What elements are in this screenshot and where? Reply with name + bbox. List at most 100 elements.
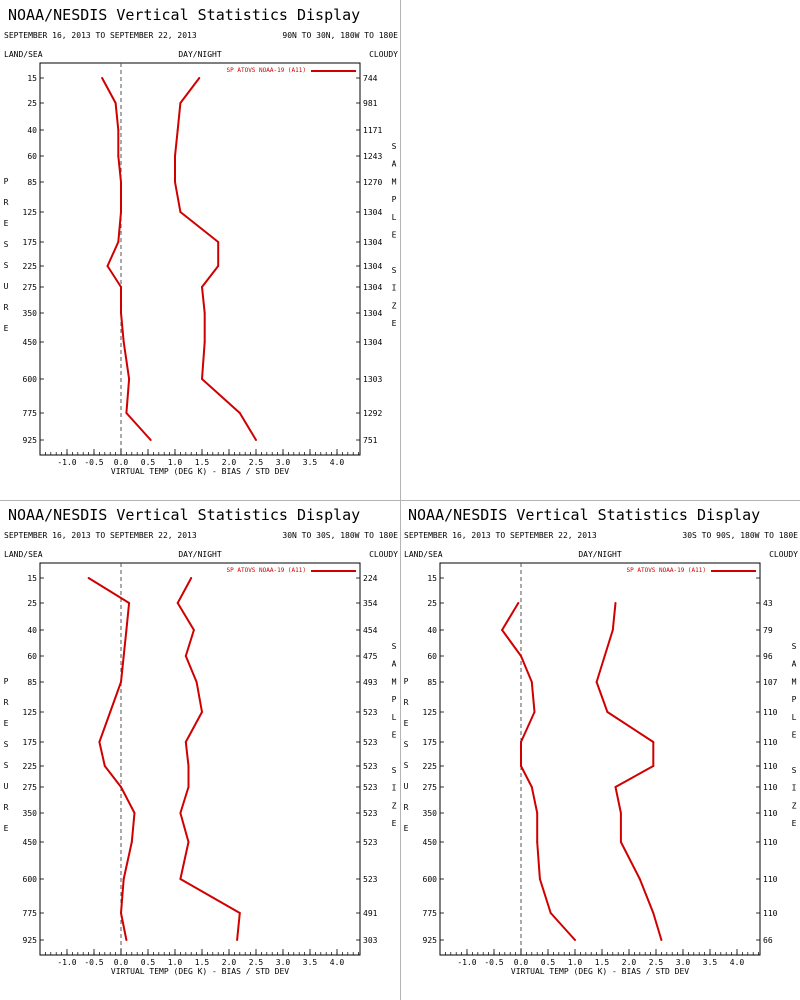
sample-size-label: 523 [363, 738, 378, 747]
data-point-bias [120, 681, 122, 683]
data-point-std_dev [238, 412, 241, 414]
y2-axis-label-letter: Z [792, 801, 797, 810]
y-axis-label-letter: R [4, 698, 9, 707]
data-point-bias [125, 629, 128, 631]
pressure-level-label: 225 [23, 262, 38, 271]
x-tick-label: 1.0 [168, 458, 183, 467]
y-axis-label-letter: U [4, 282, 9, 291]
x-tick-label: 3.5 [703, 958, 718, 967]
pressure-level-label: 40 [427, 626, 437, 635]
y-axis-label-letter: S [4, 740, 9, 749]
plot-frame [439, 562, 761, 956]
x-tick-label: 3.0 [676, 958, 691, 967]
y2-axis-label-letter: E [392, 319, 397, 328]
y2-axis-label-letter: A [392, 160, 397, 169]
x-tick-label: 4.0 [330, 458, 345, 467]
sample-size-label: 523 [363, 838, 378, 847]
pressure-level-label: 450 [23, 338, 38, 347]
cloudy-label: CLOUDY [769, 550, 798, 559]
y-axis-label-letter: R [4, 803, 9, 812]
data-point-std_dev [184, 655, 187, 657]
plot-frame [39, 562, 361, 956]
pressure-level-label: 85 [27, 678, 37, 687]
data-point-std_dev [201, 711, 203, 713]
data-point-std_dev [619, 841, 622, 843]
data-point-std_dev [606, 711, 609, 713]
y-axis-label-letter: U [404, 782, 409, 791]
sample-size-label: 43 [763, 599, 773, 608]
y-axis-label-letter: E [4, 324, 9, 333]
x-tick-label: 0.5 [141, 958, 156, 967]
y-axis-label-letter: S [404, 761, 409, 770]
y2-axis-label-letter: P [392, 695, 397, 704]
sample-size-label: 110 [763, 809, 778, 818]
pressure-level-label: 450 [423, 838, 438, 847]
sample-size-label: 523 [363, 875, 378, 884]
data-point-bias [125, 939, 128, 941]
x-tick-label: 1.0 [568, 958, 583, 967]
y2-axis-label-letter: S [392, 642, 397, 651]
data-point-bias [114, 102, 117, 104]
y-axis-label-letter: E [4, 219, 9, 228]
pressure-level-label: 775 [423, 909, 438, 918]
data-point-bias [130, 841, 133, 843]
legend-label: SP ATOVS NOAA-19 (A11) [227, 67, 306, 74]
sample-size-label: 303 [363, 936, 378, 945]
data-point-std_dev [179, 878, 182, 880]
x-tick-label: 1.5 [195, 958, 210, 967]
data-point-bias [103, 765, 106, 767]
data-point-bias [133, 812, 136, 814]
date-range: SEPTEMBER 16, 2013 TO SEPTEMBER 22, 2013 [4, 531, 197, 540]
data-point-std_dev [255, 439, 257, 441]
sample-size-label: 1304 [363, 283, 382, 292]
data-point-bias [536, 841, 539, 843]
data-point-bias [128, 602, 131, 604]
pressure-level-label: 450 [23, 838, 38, 847]
pressure-level-label: 40 [27, 126, 37, 135]
pressure-level-label: 25 [427, 599, 437, 608]
pressure-level-label: 25 [27, 99, 37, 108]
pressure-level-label: 15 [27, 574, 37, 583]
pressure-level-label: 125 [23, 208, 38, 217]
y-axis-label-letter: R [4, 198, 9, 207]
y2-axis-label-letter: S [392, 266, 397, 275]
sample-size-label: 491 [363, 909, 378, 918]
pressure-level-label: 775 [23, 909, 38, 918]
x-tick-label: 0.0 [514, 958, 529, 967]
y2-axis-label-letter: Z [392, 801, 397, 810]
data-point-bias [149, 439, 152, 441]
y2-axis-label-letter: M [392, 177, 397, 186]
data-point-bias [122, 341, 125, 343]
y-axis-label-letter: S [4, 240, 9, 249]
sample-size-label: 1304 [363, 238, 382, 247]
data-point-std_dev [187, 786, 190, 788]
day-night-label: DAY/NIGHT [178, 50, 222, 59]
data-point-std_dev [195, 681, 198, 683]
data-point-std_dev [201, 286, 203, 288]
x-tick-label: 3.0 [276, 458, 291, 467]
chart-title: NOAA/NESDIS Vertical Statistics Display [408, 506, 760, 524]
sample-size-label: 110 [763, 909, 778, 918]
data-point-bias [122, 878, 125, 880]
pressure-level-label: 350 [423, 809, 438, 818]
data-point-bias [120, 912, 122, 914]
region-label: 30S TO 90S, 180W TO 180E [682, 531, 798, 540]
data-point-std_dev [652, 912, 655, 914]
data-point-bias [117, 155, 120, 157]
x-tick-label: 4.0 [730, 958, 745, 967]
land-sea-label: LAND/SEA [404, 550, 443, 559]
series-line-std_dev [174, 77, 257, 441]
pressure-level-label: 925 [23, 436, 38, 445]
y2-axis-label-letter: S [792, 642, 797, 651]
chart-title: NOAA/NESDIS Vertical Statistics Display [8, 6, 360, 24]
x-tick-label: 2.5 [649, 958, 664, 967]
data-point-bias [87, 577, 90, 579]
y2-axis-label-letter: I [392, 284, 397, 293]
pressure-level-label: 925 [423, 936, 438, 945]
data-point-bias [520, 765, 522, 767]
data-point-std_dev [179, 211, 182, 213]
sample-size-label: 1304 [363, 309, 382, 318]
y2-axis-label-letter: E [392, 231, 397, 240]
data-point-bias [122, 655, 125, 657]
sample-size-label: 981 [363, 99, 378, 108]
